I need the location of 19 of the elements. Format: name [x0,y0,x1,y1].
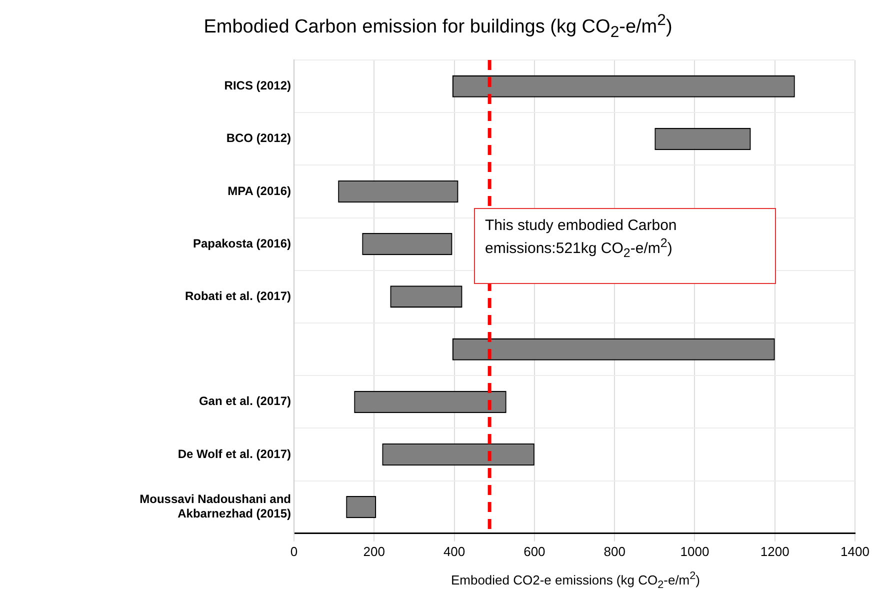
x-tick-label: 1000 [680,544,710,559]
x-tick-label: 600 [524,544,546,559]
y-tick-label: Papakosta (2016) [192,236,291,250]
x-tick-label: 800 [604,544,626,559]
y-tick-label: BCO (2012) [226,131,292,146]
chart-title: Embodied Carbon emission for buildings (kg CO$_{2}$-e/m$^{2}$) [202,12,674,42]
x-tick-label: 0 [290,544,298,559]
x-axis-title: Embodied CO2-e emissions (kg CO$_{2}$-e/m$^{2}$) [450,570,702,591]
y-tick-label: MPA (2016) [228,184,291,198]
x-tick-label: 200 [363,544,385,559]
x-tick-label: 1400 [840,544,870,559]
x-tick-label: 1200 [760,544,790,559]
y-tick-label: Moussavi Nadoushani and Akbarnezhad (2015) [140,492,291,521]
y-tick-label: Gan et al. (2017) [198,394,291,408]
x-tick-label: 400 [443,544,466,559]
y-tick-label: RICS (2012) [224,78,291,93]
y-tick-label: Robati et al. (2017) [184,289,292,304]
callout-box: This study embodied Carbon emissions:521kg CO$_{2}$-e/m$^{2}$) [474,208,776,284]
y-tick-label: De Wolf et al. (2017) [178,446,291,461]
